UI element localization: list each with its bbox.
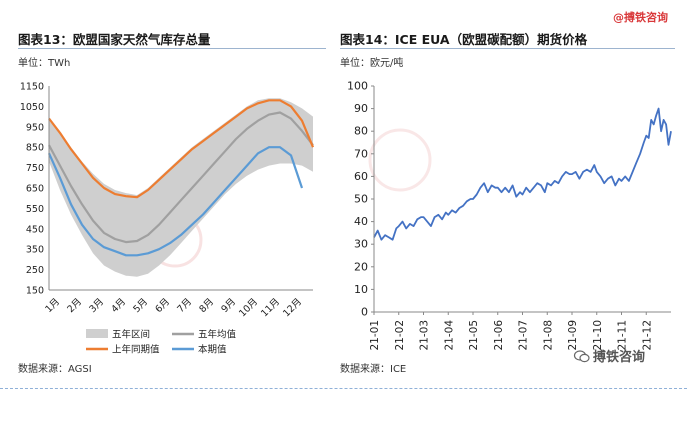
- x-tick-label: 2月: [65, 296, 84, 315]
- title-rule: [340, 48, 675, 49]
- y-tick-label: 1050: [20, 102, 44, 113]
- x-tick-label: 7月: [175, 296, 194, 315]
- chart-title: 图表13：欧盟国家天然气库存总量: [18, 32, 211, 47]
- x-tick-label: 21-01: [369, 320, 381, 351]
- y-tick-label: 350: [26, 245, 44, 256]
- y-tick-label: 150: [26, 286, 44, 297]
- brand-watermark-top: @搏铁咨询: [613, 11, 668, 24]
- y-tick-label: 850: [26, 143, 44, 154]
- x-tick-label: 21-02: [394, 320, 406, 351]
- frame-bottom-line: [0, 388, 687, 389]
- x-tick-label: 3月: [87, 296, 106, 315]
- source-label: 数据来源：AGSI: [18, 364, 92, 375]
- x-tick-label: 12月: [281, 296, 304, 319]
- x-tick-label: 9月: [219, 296, 238, 315]
- brand-watermark-text: 搏铁咨询: [593, 350, 646, 365]
- legend-avg-label: 五年均值: [198, 329, 237, 341]
- legend-this-year-label: 本期值: [198, 344, 227, 356]
- legend-last-year-label: 上年同期值: [112, 344, 160, 356]
- y-tick-label: 50: [354, 193, 368, 206]
- y-tick-label: 750: [26, 163, 44, 174]
- y-tick-label: 100: [347, 80, 368, 93]
- current-year-line: [47, 146, 304, 257]
- y-tick-label: 90: [354, 102, 368, 115]
- five-year-average-line: [48, 111, 314, 244]
- y-tick-label: 250: [26, 265, 44, 276]
- unit-label: 单位：TWh: [18, 58, 71, 69]
- watermark-logo-icon: [368, 128, 432, 192]
- chart-title: 图表14：ICE EUA（欧盟碳配额）期货价格: [340, 32, 588, 47]
- x-tick-label: 11月: [259, 296, 282, 319]
- x-tick-label: 21-10: [592, 320, 604, 351]
- x-tick-label: 8月: [197, 296, 216, 315]
- y-tick-label: 40: [354, 215, 368, 228]
- unit-label: 单位：欧元/吨: [340, 58, 404, 69]
- y-tick-label: 20: [354, 260, 368, 273]
- x-tick-label: 6月: [153, 296, 172, 315]
- x-tick-label: 21-08: [542, 320, 554, 351]
- eua-price-panel: 图表14：ICE EUA（欧盟碳配额）期货价格 单位：欧元/吨 0 10 20 30 4…: [330, 0, 687, 378]
- x-tick-label: 21-06: [493, 320, 505, 351]
- eua-price-line: [373, 107, 672, 241]
- x-tick-label: 21-07: [518, 320, 530, 351]
- x-tick-label: 10月: [237, 296, 260, 319]
- gas-storage-panel: 图表13：欧盟国家天然气库存总量 单位：TWh 150 250 350 450 550 6…: [0, 0, 330, 378]
- gas-storage-chart: 150 250 350 450 550 650 750 850 950 1050 1150 1月 2月 3…: [20, 82, 315, 356]
- y-tick-label: 450: [26, 224, 44, 235]
- eua-price-chart: 0 10 20 30 40 50 60 70 80 90 100 21-01 21-02 21-03 21-…: [347, 80, 672, 351]
- y-tick-label: 80: [354, 125, 368, 138]
- legend-band-swatch: [86, 329, 108, 338]
- y-tick-label: 1150: [20, 82, 44, 93]
- wechat-icon: [573, 350, 590, 363]
- source-label: 数据来源：ICE: [340, 364, 407, 375]
- x-tick-label: 21-05: [468, 320, 480, 351]
- y-tick-label: 60: [354, 170, 368, 183]
- title-rule: [18, 48, 326, 49]
- y-tick-label: 0: [361, 306, 368, 319]
- x-tick-label: 21-03: [419, 320, 431, 351]
- x-tick-label: 21-09: [567, 320, 579, 351]
- y-tick-label: 70: [354, 147, 368, 160]
- x-tick-label: 1月: [43, 296, 62, 315]
- y-tick-label: 950: [26, 122, 44, 133]
- x-tick-label: 4月: [109, 296, 128, 315]
- five-year-range-band: [49, 98, 313, 277]
- x-tick-label: 5月: [131, 296, 150, 315]
- legend-band-label: 五年区间: [112, 329, 150, 341]
- y-tick-label: 30: [354, 238, 368, 251]
- last-year-line: [48, 99, 315, 199]
- brand-watermark-bottom: 搏铁咨询: [573, 346, 646, 365]
- x-tick-label: 21-04: [443, 320, 455, 351]
- x-tick-label: 21-11: [617, 320, 629, 351]
- y-tick-label: 10: [354, 283, 368, 296]
- y-tick-label: 650: [26, 184, 44, 195]
- y-tick-label: 550: [26, 204, 44, 215]
- x-tick-label: 21-12: [641, 320, 653, 351]
